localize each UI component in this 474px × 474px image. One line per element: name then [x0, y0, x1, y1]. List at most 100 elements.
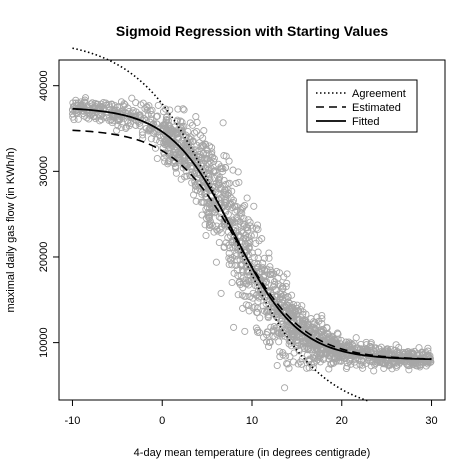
- scatter-point: [367, 339, 375, 347]
- scatter-point: [310, 355, 318, 363]
- scatter-point: [208, 150, 216, 158]
- scatter-point: [300, 316, 308, 324]
- scatter-point: [192, 113, 200, 121]
- scatter-point: [307, 326, 315, 334]
- scatter-point: [172, 169, 180, 177]
- scatter-point: [263, 296, 271, 304]
- scatter-point: [205, 223, 213, 232]
- scatter-point: [252, 224, 260, 232]
- scatter-point: [325, 333, 333, 341]
- scatter-point: [289, 326, 297, 334]
- scatter-point: [117, 98, 126, 106]
- scatter-point: [97, 109, 105, 117]
- scatter-point: [424, 344, 432, 352]
- scatter-point: [263, 338, 271, 346]
- curve-agreement: [72, 47, 369, 402]
- legend-label-estimated: Estimated: [352, 102, 401, 114]
- scatter-point: [405, 350, 413, 358]
- scatter-point: [214, 160, 223, 168]
- scatter-point: [262, 300, 270, 308]
- scatter-point: [325, 355, 333, 363]
- scatter-point: [239, 284, 247, 292]
- scatter-point: [105, 103, 114, 111]
- scatter-point: [70, 116, 78, 124]
- scatter-point: [152, 136, 160, 144]
- legend-label-agreement: Agreement: [352, 88, 406, 100]
- scatter-point: [214, 227, 222, 235]
- scatter-point: [387, 352, 395, 360]
- scatter-point: [267, 270, 275, 278]
- scatter-point: [183, 144, 191, 152]
- scatter-point: [233, 213, 241, 222]
- x-tick-label: 20: [336, 415, 348, 427]
- scatter-point: [415, 357, 423, 365]
- scatter-point: [379, 359, 387, 367]
- scatter-point: [211, 182, 219, 190]
- scatter-point: [363, 345, 371, 353]
- scatter-point: [192, 197, 200, 205]
- scatter-point: [303, 364, 311, 372]
- scatter-point: [345, 338, 353, 346]
- regression-lines: [72, 47, 432, 402]
- scatter-point: [293, 304, 301, 312]
- scatter-point: [259, 291, 267, 299]
- scatter-point: [217, 194, 225, 202]
- scatter-point: [238, 262, 246, 270]
- scatter-point: [129, 107, 137, 115]
- scatter-point: [386, 348, 394, 356]
- scatter-point: [249, 304, 257, 312]
- scatter-point: [205, 169, 213, 177]
- scatter-point: [204, 159, 212, 167]
- chart-title: Sigmoid Regression with Starting Values: [116, 23, 388, 39]
- scatter-point: [203, 150, 211, 158]
- scatter-point: [342, 364, 350, 373]
- scatter-point: [276, 282, 284, 290]
- scatter-point: [269, 327, 278, 335]
- scatter-point: [244, 216, 252, 224]
- scatter-point: [138, 131, 147, 139]
- scatter-point: [72, 99, 80, 107]
- scatter-point: [205, 214, 213, 222]
- scatter-point: [310, 340, 318, 348]
- scatter-point: [253, 221, 262, 229]
- scatter-point: [334, 335, 342, 343]
- scatter-point: [386, 361, 394, 369]
- scatter-point: [162, 113, 171, 121]
- scatter-point: [317, 346, 325, 354]
- scatter-point: [250, 259, 258, 268]
- scatter-point: [132, 121, 140, 129]
- scatter-point: [177, 117, 185, 125]
- scatter-point: [240, 292, 248, 300]
- scatter-point: [172, 130, 180, 138]
- scatter-point: [316, 358, 324, 366]
- scatter-point: [179, 105, 187, 113]
- scatter-point: [263, 306, 271, 314]
- scatter-point: [143, 106, 151, 114]
- scatter-point: [188, 138, 196, 146]
- scatter-point: [273, 310, 281, 318]
- scatter-point: [393, 356, 401, 364]
- scatter-point: [151, 144, 160, 152]
- scatter-point: [289, 358, 298, 366]
- scatter-point: [208, 148, 216, 156]
- scatter-point: [241, 231, 250, 239]
- scatter-point: [266, 338, 274, 347]
- scatter-point: [212, 258, 220, 266]
- scatter-point: [215, 238, 223, 247]
- scatter-point: [342, 342, 350, 350]
- scatter-point: [187, 133, 195, 141]
- scatter-point: [193, 118, 201, 126]
- scatter-point: [299, 310, 307, 318]
- scatter-point: [245, 245, 253, 253]
- y-tick-label: 10000: [38, 327, 50, 358]
- scatter-point: [69, 99, 77, 107]
- scatter-point: [221, 164, 230, 172]
- scatter-point: [235, 178, 243, 186]
- scatter-point: [125, 107, 133, 116]
- scatter-point: [229, 254, 237, 262]
- scatter-point: [239, 229, 247, 237]
- scatter-point: [243, 194, 251, 202]
- x-tick-label: 30: [425, 415, 437, 427]
- scatter-point: [136, 122, 144, 130]
